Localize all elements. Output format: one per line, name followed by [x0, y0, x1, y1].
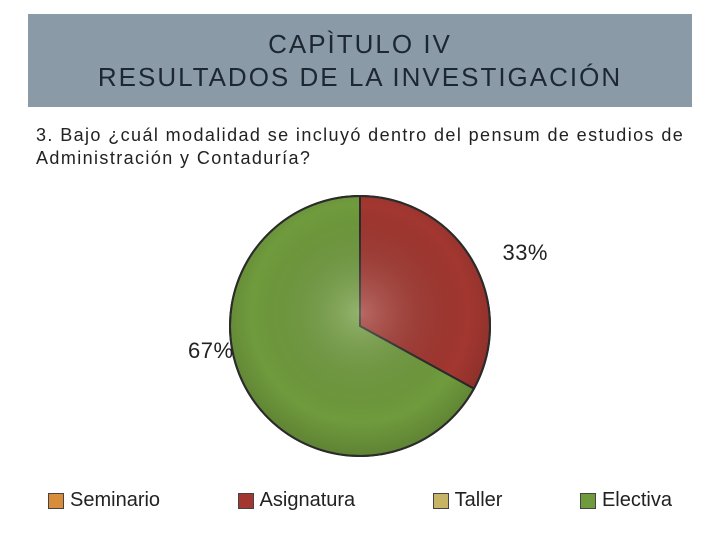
legend-item-seminario: Seminario	[48, 489, 160, 512]
legend: Seminario Asignatura Taller Electiva	[48, 489, 672, 512]
pct-label-1: 67%	[188, 338, 234, 364]
question-text: 3. Bajo ¿cuál modalidad se incluyó dentr…	[36, 124, 690, 171]
title-line-2: RESULTADOS DE LA INVESTIGACIÓN	[36, 61, 684, 94]
legend-label: Electiva	[602, 489, 672, 512]
legend-label: Seminario	[70, 489, 160, 512]
swatch-asignatura	[238, 493, 254, 509]
legend-item-asignatura: Asignatura	[238, 489, 356, 512]
swatch-electiva	[580, 493, 596, 509]
swatch-seminario	[48, 493, 64, 509]
swatch-taller	[433, 493, 449, 509]
title-line-1: CAPÌTULO IV	[36, 28, 684, 61]
slide: CAPÌTULO IV RESULTADOS DE LA INVESTIGACI…	[0, 0, 720, 540]
pie-wrap	[220, 186, 500, 466]
legend-label: Asignatura	[260, 489, 356, 512]
legend-item-taller: Taller	[433, 489, 503, 512]
pie-chart	[0, 180, 720, 470]
legend-label: Taller	[455, 489, 503, 512]
legend-item-electiva: Electiva	[580, 489, 672, 512]
title-bar: CAPÌTULO IV RESULTADOS DE LA INVESTIGACI…	[28, 14, 692, 107]
pie-svg	[220, 186, 500, 466]
pct-label-0: 33%	[502, 240, 548, 266]
